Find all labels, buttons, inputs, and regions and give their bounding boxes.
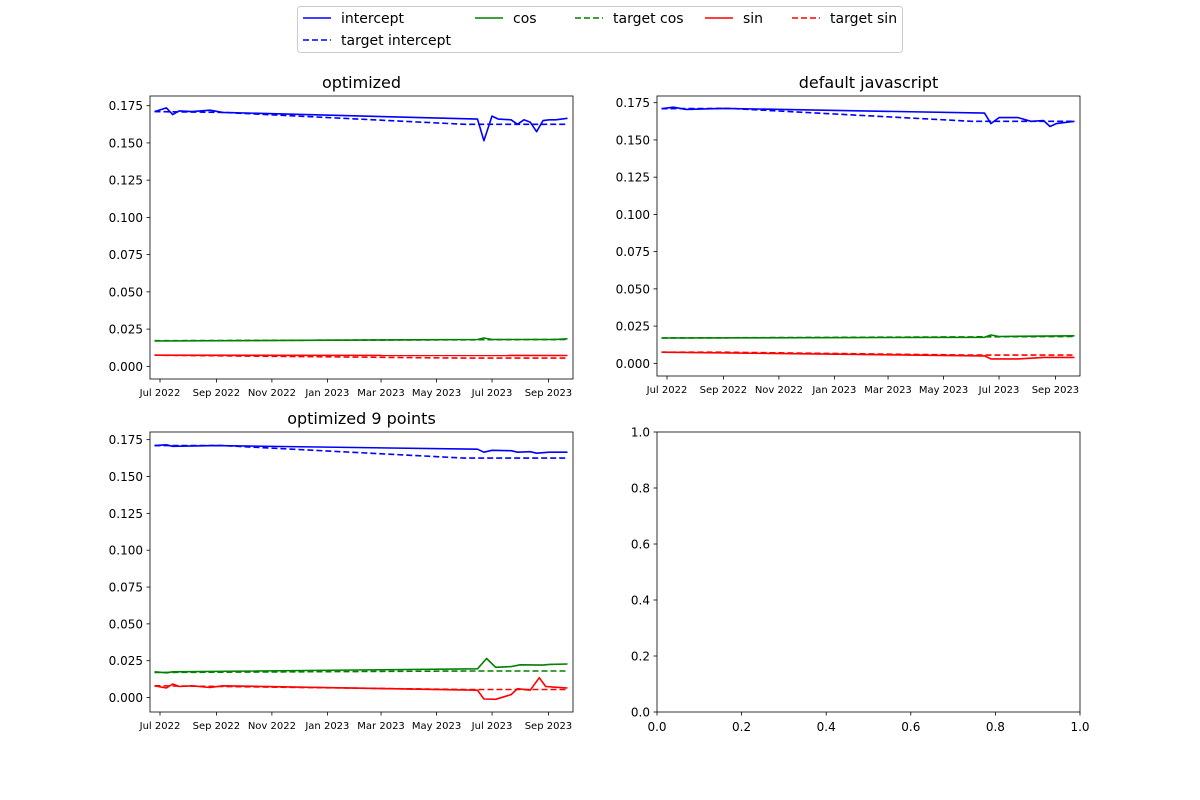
y-tick-label: 0.6 [631, 538, 650, 552]
x-tick-label: Nov 2022 [248, 721, 296, 732]
x-tick-label: Jan 2023 [304, 388, 349, 399]
subplot-title: default javascript [799, 73, 939, 92]
series-group [661, 106, 1075, 360]
x-tick-label: May 2023 [919, 385, 968, 396]
x-tick-label: Mar 2023 [864, 385, 912, 396]
legend: intercept target intercept cos target cos si… [297, 6, 903, 53]
subplot-optimized: 0.000 0.025 0.050 0.075 0.100 0.125 0.150 0.175… [109, 73, 574, 399]
series-line-target-sin [154, 354, 568, 359]
x-tick-label: 0.4 [817, 720, 836, 734]
y-tick-label: 0.025 [109, 654, 143, 668]
x-tick-label: Jul 2022 [139, 721, 181, 732]
series-group [154, 107, 568, 359]
series-line-target-cos [661, 335, 1075, 339]
series-line-target-cos [154, 338, 568, 342]
x-tick-label: May 2023 [412, 388, 461, 399]
series-line-sin [661, 351, 1075, 360]
x-tick-label: Sep 2023 [525, 721, 572, 732]
x-tick-label: Nov 2022 [248, 388, 296, 399]
y-tick-label: 0.025 [616, 320, 650, 334]
y-tick-label: 0.125 [109, 174, 143, 188]
y-tick-label: 0.100 [616, 208, 650, 222]
subplot-optimized-9-points: 0.000 0.025 0.050 0.075 0.100 0.125 0.150 0.175… [109, 409, 574, 732]
series-line-target-sin [661, 351, 1075, 356]
legend-label-intercept: intercept [341, 11, 405, 27]
y-tick-label: 0.175 [616, 96, 650, 110]
series-line-target-sin [154, 685, 568, 691]
y-tick-label: 0.050 [109, 285, 143, 299]
y-tick-label: 0.000 [616, 357, 650, 371]
series-group [154, 443, 568, 701]
y-tick-label: 0.000 [109, 360, 143, 374]
series-line-intercept [661, 106, 1075, 128]
series-line-target-intercept [661, 107, 1075, 123]
x-tick-label: May 2023 [412, 721, 461, 732]
axes-frame [656, 95, 1081, 377]
x-tick-label: Sep 2022 [193, 388, 240, 399]
y-tick-label: 0.0 [631, 706, 650, 720]
subplot-title: optimized [322, 73, 401, 92]
x-tick-label: Sep 2023 [525, 388, 572, 399]
legend-frame [297, 6, 903, 53]
series-line-cos [154, 657, 568, 674]
x-tick-label: Jul 2022 [139, 388, 181, 399]
y-tick-label: 0.175 [109, 433, 143, 447]
series-line-target-cos [154, 670, 568, 674]
y-tick-label: 0.4 [631, 594, 650, 608]
y-tick-label: 0.150 [109, 136, 143, 150]
subplot-default-javascript: 0.000 0.025 0.050 0.075 0.100 0.125 0.150 0.175… [616, 73, 1081, 396]
series-line-target-intercept [154, 110, 568, 126]
x-tick-label: Jul 2023 [471, 721, 513, 732]
y-tick-label: 0.075 [616, 245, 650, 259]
x-tick-label: 0.6 [901, 720, 920, 734]
y-tick-label: 0.150 [616, 133, 650, 147]
subplot-title: optimized 9 points [287, 409, 436, 428]
x-tick-label: Jan 2023 [304, 721, 349, 732]
y-tick-label: 0.050 [109, 617, 143, 631]
x-tick-label: 1.0 [1070, 720, 1089, 734]
x-tick-label: Sep 2023 [1032, 385, 1079, 396]
x-tick-label: Jul 2023 [471, 388, 513, 399]
legend-label-target-cos: target cos [613, 11, 684, 27]
y-tick-label: 0.150 [109, 470, 143, 484]
x-tick-label: 0.2 [732, 720, 751, 734]
x-tick-label: Nov 2022 [755, 385, 803, 396]
y-tick-label: 0.125 [616, 171, 650, 185]
y-tick-label: 0.025 [109, 323, 143, 337]
legend-label-sin: sin [743, 11, 763, 27]
subplot-empty: 0.0 0.2 0.4 0.6 0.8 1.0 0.0 0.2 0.4 0.6 0.8 1.0 [631, 426, 1090, 735]
series-line-cos [154, 337, 568, 342]
y-tick-label: 0.125 [109, 507, 143, 521]
y-tick-label: 0.050 [616, 282, 650, 296]
x-tick-label: Sep 2022 [700, 385, 747, 396]
legend-label-target-sin: target sin [830, 11, 897, 27]
axes-frame [656, 431, 1081, 713]
legend-label-cos: cos [513, 11, 537, 27]
x-tick-label: Jan 2023 [811, 385, 856, 396]
legend-label-target-intercept: target intercept [341, 33, 452, 49]
y-tick-label: 0.175 [109, 99, 143, 113]
y-tick-label: 0.8 [631, 482, 650, 496]
x-tick-label: 0.0 [647, 720, 666, 734]
series-line-target-intercept [154, 444, 568, 459]
series-line-intercept [154, 107, 568, 142]
axes-frame [149, 95, 574, 380]
x-tick-label: 0.8 [986, 720, 1005, 734]
y-tick-label: 0.100 [109, 544, 143, 558]
y-tick-label: 0.000 [109, 691, 143, 705]
axes-frame [149, 431, 574, 713]
x-tick-label: Jul 2022 [646, 385, 688, 396]
y-tick-label: 0.075 [109, 248, 143, 262]
y-tick-label: 1.0 [631, 426, 650, 440]
x-tick-label: Sep 2022 [193, 721, 240, 732]
y-tick-label: 0.2 [631, 650, 650, 664]
y-tick-label: 0.100 [109, 211, 143, 225]
x-tick-label: Jul 2023 [978, 385, 1020, 396]
x-tick-label: Mar 2023 [357, 388, 405, 399]
x-tick-label: Mar 2023 [357, 721, 405, 732]
y-tick-label: 0.075 [109, 581, 143, 595]
